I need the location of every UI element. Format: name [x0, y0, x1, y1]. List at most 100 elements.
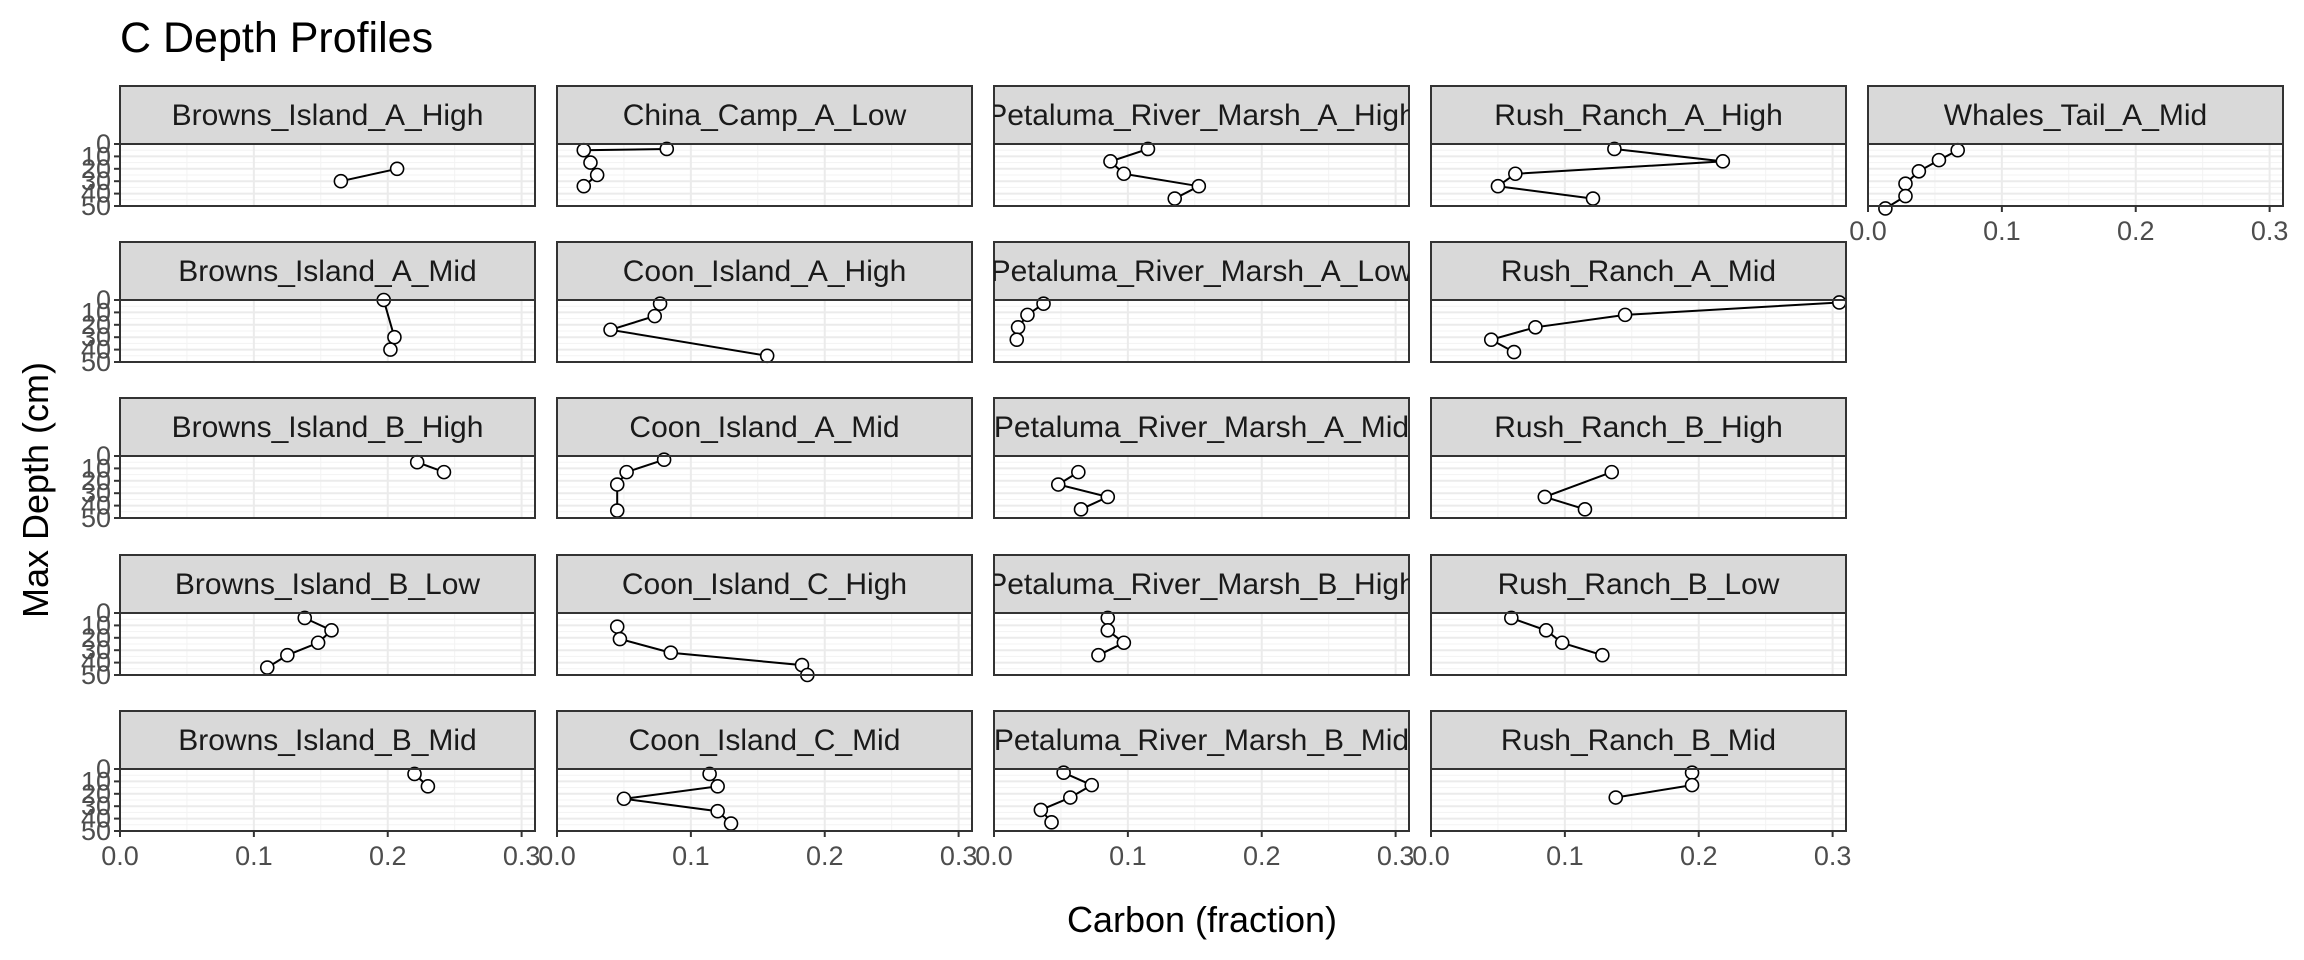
facet-strip	[556, 710, 973, 770]
x-tick-label: 0.3	[503, 841, 541, 871]
data-point	[663, 645, 679, 660]
facet-strip	[1430, 85, 1847, 145]
series-line	[616, 458, 665, 511]
data-point	[619, 464, 634, 480]
data-point	[1684, 777, 1700, 793]
y-tick-label: 40	[81, 804, 111, 834]
facet-strip	[119, 85, 536, 145]
facet-panel: Rush_Ranch_B_Low	[1430, 554, 1847, 676]
data-point	[1528, 319, 1543, 335]
x-tick-label: 0.3	[940, 841, 978, 871]
facet-strip-label: Petaluma_River_Marsh_A_Low	[991, 255, 1413, 288]
facet-panel: Petaluma_River_Marsh_A_Mid	[993, 397, 1410, 519]
panel-border	[1867, 143, 2284, 207]
facet-panel: Coon_Island_A_Mid	[556, 397, 973, 519]
panel-border	[119, 612, 536, 676]
data-point	[1091, 647, 1106, 663]
x-tick-label: 0.0	[975, 841, 1013, 871]
facet-strip-label: Rush_Ranch_B_Mid	[1501, 724, 1776, 757]
panel-border	[556, 455, 973, 519]
facet-panel: China_Camp_A_Low	[556, 85, 973, 207]
series-line	[1510, 617, 1603, 657]
panel-border	[556, 143, 973, 207]
data-point	[1595, 647, 1610, 663]
facet-strip	[556, 85, 973, 145]
data-point	[576, 178, 592, 194]
y-tick-label: 20	[81, 623, 111, 653]
x-tick-label: 0.3	[1814, 841, 1852, 871]
data-point	[1608, 790, 1624, 805]
data-point	[1116, 635, 1132, 651]
panel-border	[556, 299, 973, 363]
data-point	[1044, 815, 1059, 830]
data-point	[420, 779, 436, 794]
x-tick-label: 0.2	[369, 841, 407, 871]
y-tick-label: 40	[81, 648, 111, 678]
data-point	[1554, 635, 1570, 651]
facet-strip-label: Petaluma_River_Marsh_A_High	[987, 99, 1416, 132]
facet-strip-label: Browns_Island_B_Low	[175, 568, 481, 601]
panel-border	[993, 612, 1410, 676]
data-point	[759, 348, 775, 364]
facet-strip-label: Coon_Island_A_Mid	[629, 411, 899, 444]
facet-strip	[993, 397, 1410, 457]
data-point	[583, 155, 598, 170]
data-point	[589, 167, 605, 183]
panel-border	[1430, 455, 1847, 519]
facet-strip	[1430, 241, 1847, 301]
facet-panel: Coon_Island_C_High	[556, 554, 973, 683]
data-point	[609, 477, 625, 492]
panel-border	[993, 299, 1410, 363]
panel-border	[993, 768, 1410, 832]
panel-border	[119, 455, 536, 519]
data-point	[1009, 332, 1025, 347]
facet-strip	[119, 554, 536, 614]
panel-border	[556, 768, 973, 832]
y-tick-label: 40	[81, 491, 111, 521]
data-point	[1084, 777, 1100, 793]
data-point	[1063, 790, 1078, 805]
data-point	[609, 619, 625, 634]
x-tick-label: 0.1	[1983, 216, 2021, 246]
facet-strip	[993, 710, 1410, 770]
facet-panel: Petaluma_River_Marsh_A_Low	[991, 241, 1413, 363]
x-tick-label: 0.3	[1377, 841, 1415, 871]
data-point	[1577, 502, 1593, 517]
facet-strip-label: Coon_Island_C_High	[622, 568, 907, 601]
facet-strip-label: Browns_Island_A_Mid	[178, 255, 477, 288]
facet-panel: Rush_Ranch_B_Mid 0.0 0.1 0.2 0.3	[1412, 710, 1852, 871]
data-point	[1020, 307, 1035, 323]
data-point	[1832, 295, 1847, 310]
y-tick-label: 50	[81, 347, 111, 377]
data-point	[1506, 344, 1522, 360]
data-point	[1508, 166, 1523, 182]
y-tick-label: 0	[96, 285, 111, 315]
data-point	[1878, 201, 1893, 216]
data-point	[324, 623, 339, 638]
data-point	[1071, 464, 1086, 480]
facet-strip	[1430, 554, 1847, 614]
data-point	[1585, 191, 1601, 206]
facet-strip-label: Browns_Island_B_High	[172, 411, 484, 444]
data-point	[1483, 332, 1499, 347]
y-tick-label: 20	[81, 310, 111, 340]
facet-strip-label: Petaluma_River_Marsh_B_High	[987, 568, 1416, 601]
data-point	[609, 503, 625, 518]
data-point	[1911, 163, 1927, 179]
y-tick-label: 10	[81, 610, 111, 640]
y-tick-label: 20	[81, 779, 111, 809]
panel-border	[1430, 768, 1847, 832]
data-point	[647, 308, 663, 324]
panel-border	[119, 143, 536, 207]
facet-strip-label: Coon_Island_C_Mid	[629, 724, 901, 757]
facet-panel: Petaluma_River_Marsh_B_Mid 0.0 0.1 0.2 0.3	[975, 710, 1415, 871]
x-tick-label: 0.2	[1680, 841, 1718, 871]
data-point	[710, 803, 725, 819]
y-tick-label: 50	[81, 503, 111, 533]
facet-strip-label: Rush_Ranch_A_High	[1494, 99, 1783, 132]
data-point	[1538, 623, 1554, 638]
data-point	[659, 141, 675, 157]
